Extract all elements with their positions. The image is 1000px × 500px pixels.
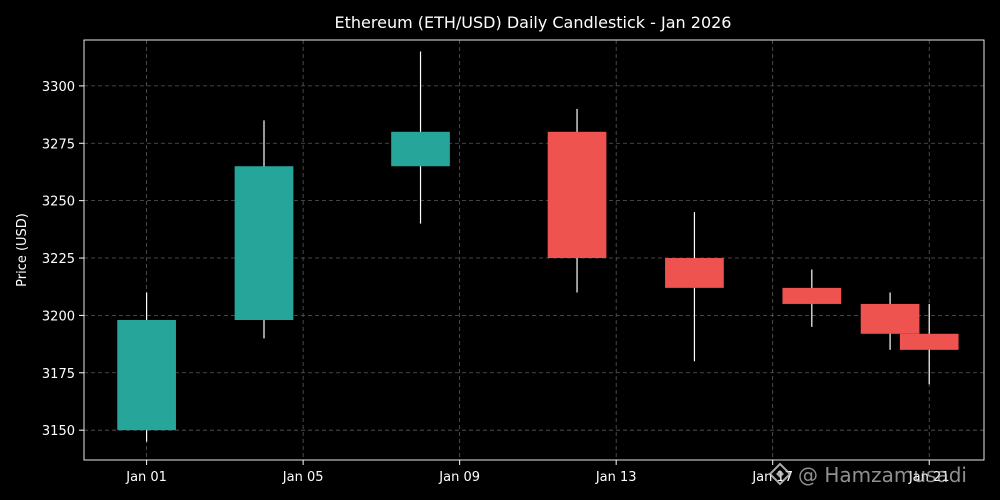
grid <box>84 40 984 460</box>
y-tick-label: 3275 <box>42 137 75 152</box>
y-axis: 3150 3175 3200 3225 3250 3275 3300 <box>42 80 84 439</box>
x-tick-label: Jan 13 <box>595 470 637 485</box>
x-tick-label: Jan 01 <box>125 470 167 485</box>
y-axis-label: Price (USD) <box>15 213 30 287</box>
x-tick-label: Jan 09 <box>438 470 480 485</box>
candle-body-down <box>547 131 607 259</box>
candle-body-up <box>234 166 294 320</box>
y-tick-label: 3300 <box>42 80 75 95</box>
diamond-logo-icon <box>768 462 792 486</box>
plot-frame <box>83 39 985 461</box>
candle-body-up <box>391 131 450 167</box>
candles <box>117 51 959 442</box>
y-tick-label: 3250 <box>42 195 75 210</box>
y-tick-label: 3150 <box>42 424 75 439</box>
x-tick-label: Jan 05 <box>282 470 324 485</box>
chart-title: Ethereum (ETH/USD) Daily Candlestick - J… <box>335 13 732 32</box>
candle-body-down <box>782 287 842 304</box>
candle-body-down <box>665 258 724 288</box>
candle-body-down <box>899 333 959 350</box>
y-tick-label: 3175 <box>42 367 75 382</box>
y-tick-label: 3200 <box>42 309 75 324</box>
candle-body-down <box>860 303 920 334</box>
y-tick-label: 3225 <box>42 252 75 267</box>
watermark-text: @ Hamzamusadi <box>798 463 967 487</box>
candle-body-up <box>117 320 176 431</box>
x-tick-label: Jan 21 <box>908 470 950 485</box>
watermark: @ Hamzamusadi <box>768 462 967 487</box>
